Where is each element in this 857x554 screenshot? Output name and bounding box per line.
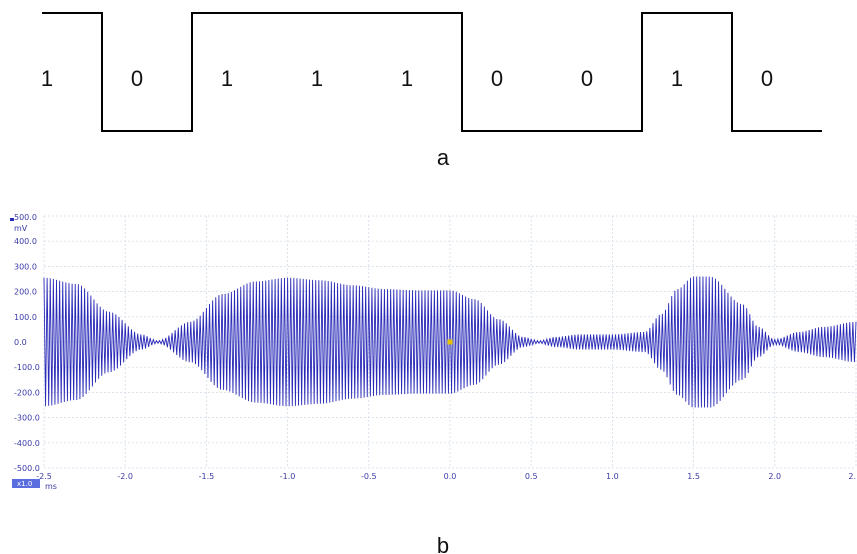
caption-b: b [437,533,449,554]
caption-a: a [437,145,450,170]
x-tick-label: 0.0 [444,472,457,481]
bit-label: 1 [311,66,323,91]
y-tick-label: -300.0 [14,414,40,423]
panel-a: 1 0 1 1 1 0 0 1 0 a [41,12,822,170]
y-unit-label: mV [14,224,28,233]
bit-label: 0 [491,66,503,91]
y-scale-marker [10,218,14,221]
x-tick-label: 2.0 [768,472,781,481]
x-tick-label: -2.5 [36,472,52,481]
x-tick-label: 1.5 [687,472,700,481]
x-tick-label: 2. [848,472,856,481]
bit-label: 1 [41,66,53,91]
x-tick-label: 0.5 [525,472,538,481]
bit-label: 0 [131,66,143,91]
x-tick-label: 1.0 [606,472,619,481]
bit-label: 0 [761,66,773,91]
x-unit-label: ms [45,482,57,491]
y-tick-label: 200.0 [14,288,37,297]
x-scale-badge-label: x1.0 [17,480,32,488]
y-tick-label: -500.0 [14,464,40,473]
bit-labels: 1 0 1 1 1 0 0 1 0 [41,66,773,91]
x-scale-badge[interactable] [12,479,40,488]
bit-label: 1 [221,66,233,91]
x-tick-label: -1.5 [199,472,215,481]
y-tick-label: -400.0 [14,439,40,448]
bit-waveform [42,12,822,132]
x-tick-label: -0.5 [361,472,377,481]
y-tick-label: 500.0 [14,213,37,222]
bit-label: 1 [401,66,413,91]
modulated-signal [43,276,857,408]
x-tick-label: -2.0 [117,472,133,481]
y-tick-label: 0.0 [14,338,27,347]
y-tick-label: 400.0 [14,237,37,246]
y-tick-labels: 500.0 400.0 300.0 200.0 100.0 0.0 -100.0 -200.0… [14,213,40,473]
y-tick-label: 100.0 [14,313,37,322]
bit-label: 0 [581,66,593,91]
y-tick-label: -100.0 [14,363,40,372]
x-tick-label: -1.0 [280,472,296,481]
cursor-marker [447,339,453,345]
y-tick-label: 300.0 [14,262,37,271]
panel-b: 500.0 400.0 300.0 200.0 100.0 0.0 -100.0 -200.0… [10,213,857,554]
x-tick-labels: -2.5 -2.0 -1.5 -1.0 -0.5 0.0 0.5 1.0 1.5 2.0 2. [36,472,856,481]
bit-label: 1 [671,66,683,91]
y-tick-label: -200.0 [14,388,40,397]
